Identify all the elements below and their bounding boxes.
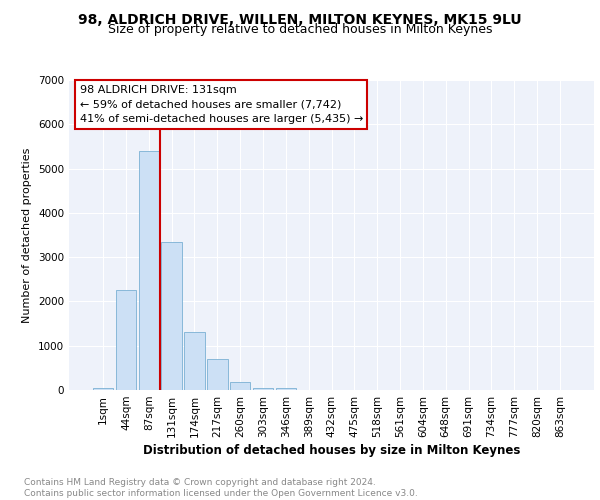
Bar — [253, 388, 273, 390]
Bar — [116, 290, 136, 390]
Bar — [230, 382, 250, 390]
Text: 98 ALDRICH DRIVE: 131sqm
← 59% of detached houses are smaller (7,742)
41% of sem: 98 ALDRICH DRIVE: 131sqm ← 59% of detach… — [79, 84, 363, 124]
Y-axis label: Number of detached properties: Number of detached properties — [22, 148, 32, 322]
Bar — [275, 388, 296, 390]
Bar — [184, 332, 205, 390]
Bar — [93, 388, 113, 390]
Text: Size of property relative to detached houses in Milton Keynes: Size of property relative to detached ho… — [108, 22, 492, 36]
Bar — [161, 242, 182, 390]
Text: Contains HM Land Registry data © Crown copyright and database right 2024.
Contai: Contains HM Land Registry data © Crown c… — [24, 478, 418, 498]
Bar — [207, 359, 227, 390]
Text: 98, ALDRICH DRIVE, WILLEN, MILTON KEYNES, MK15 9LU: 98, ALDRICH DRIVE, WILLEN, MILTON KEYNES… — [78, 12, 522, 26]
X-axis label: Distribution of detached houses by size in Milton Keynes: Distribution of detached houses by size … — [143, 444, 520, 457]
Bar — [139, 151, 159, 390]
